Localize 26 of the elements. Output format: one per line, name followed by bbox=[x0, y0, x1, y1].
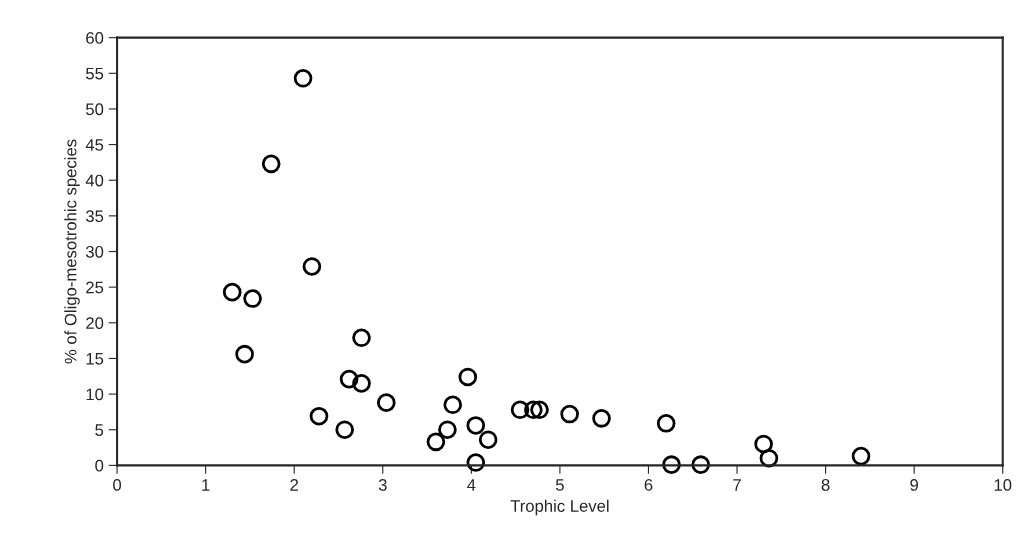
y-axis-title: % of Oligo-mesotrohic species bbox=[64, 139, 80, 364]
x-tick-label: 6 bbox=[644, 479, 653, 491]
y-tick-label: 20 bbox=[86, 317, 104, 329]
x-tick-label: 7 bbox=[733, 479, 741, 491]
y-tick-label: 5 bbox=[95, 424, 104, 436]
x-tick-label: 8 bbox=[821, 479, 830, 491]
y-tick-label: 55 bbox=[86, 67, 104, 80]
x-tick-label: 4 bbox=[467, 479, 476, 491]
x-tick-label: 2 bbox=[290, 479, 298, 491]
x-tick-label: 9 bbox=[910, 479, 919, 491]
y-tick-label: 35 bbox=[85, 210, 104, 223]
y-tick-label: 50 bbox=[86, 103, 104, 116]
x-tick-label: 1 bbox=[202, 479, 210, 491]
x-tick-label: 5 bbox=[555, 479, 564, 491]
y-tick-label: 10 bbox=[86, 388, 104, 401]
x-tick-label: 3 bbox=[378, 479, 387, 491]
y-tick-label: 60 bbox=[86, 32, 104, 44]
y-tick-label: 0 bbox=[95, 459, 104, 472]
y-tick-label: 45 bbox=[85, 139, 104, 151]
x-tick-label: 10 bbox=[994, 479, 1012, 491]
y-tick-label: 25 bbox=[86, 281, 104, 294]
y-tick-label: 40 bbox=[85, 174, 104, 187]
x-axis-title: Trophic Level bbox=[510, 499, 609, 516]
x-tick-label: 0 bbox=[113, 479, 122, 491]
y-tick-label: 15 bbox=[86, 353, 104, 365]
y-tick-label: 30 bbox=[85, 245, 104, 258]
